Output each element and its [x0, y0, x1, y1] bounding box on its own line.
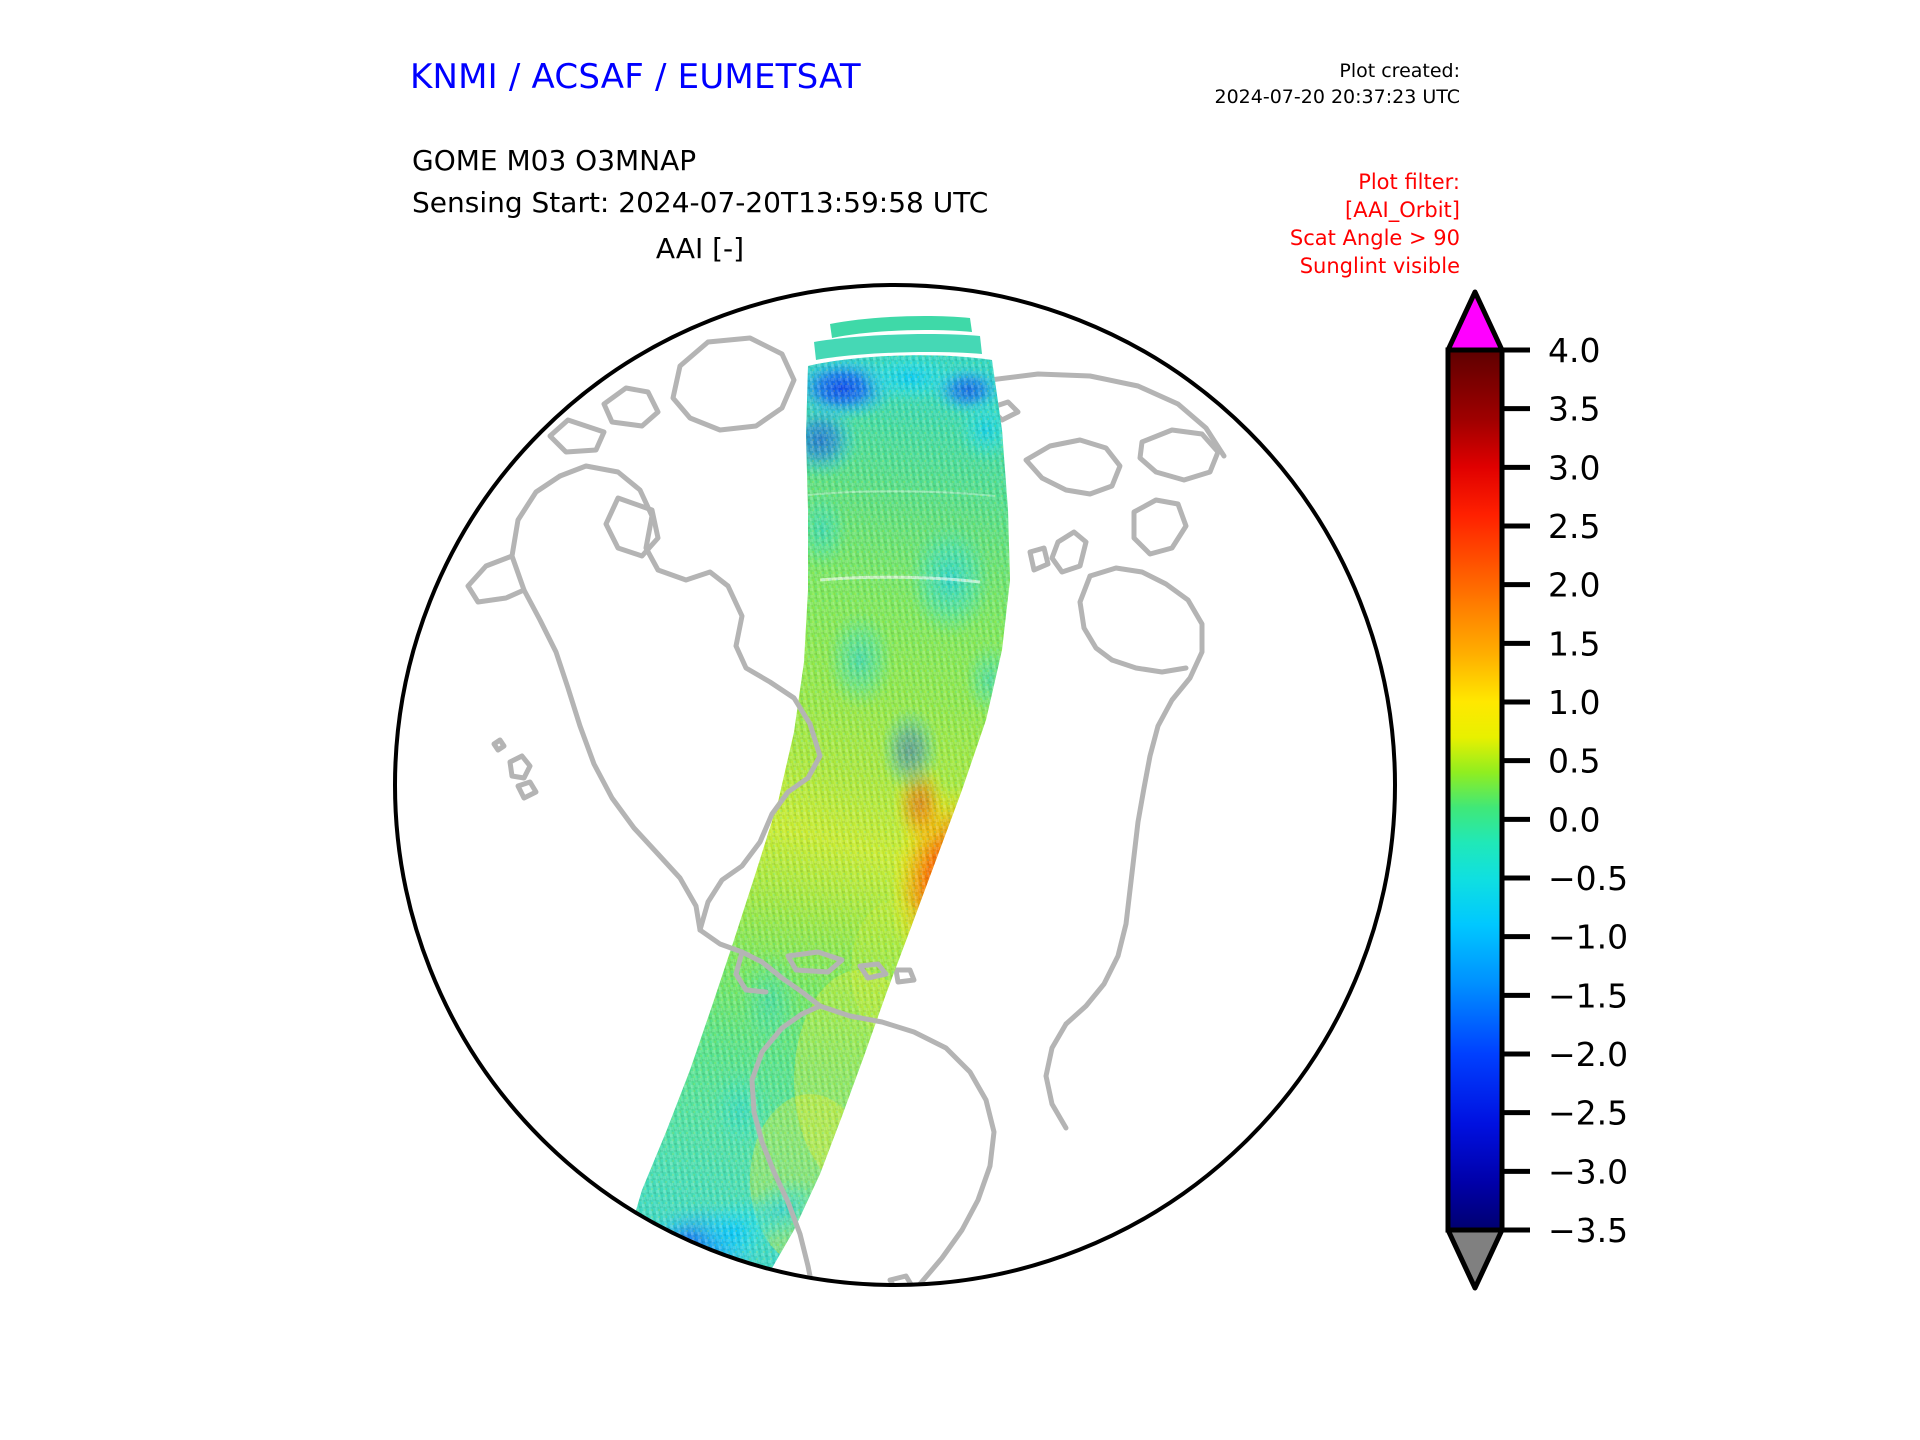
colorbar-tick-label: 0.0	[1548, 800, 1600, 839]
colorbar-tick-label: −1.0	[1548, 918, 1628, 957]
map-canvas	[393, 283, 1397, 1287]
colorbar-ticks	[1502, 347, 1530, 1233]
colorbar-tick-label: −2.5	[1548, 1094, 1628, 1133]
colorbar-tick-label: −2.0	[1548, 1035, 1628, 1074]
sensing-start: Sensing Start: 2024-07-20T13:59:58 UTC	[412, 186, 989, 219]
colorbar-over-arrow	[1445, 289, 1505, 353]
globe-map	[390, 280, 1400, 1290]
swath-north-rows	[814, 316, 982, 360]
colorbar-tick-labels: 4.0 3.5 3.0 2.5 2.0 1.5 1.0 0.5 0.0 −0.5 −1.0 −1.5 −…	[1548, 331, 1628, 1250]
product-info-block: GOME M03 O3MNAP Sensing Start: 2024-07-2…	[412, 140, 988, 224]
organisation-header: KNMI / ACSAF / EUMETSAT	[410, 57, 861, 97]
plot-created-block: Plot created: 2024-07-20 20:37:23 UTC	[1080, 58, 1461, 110]
colorbar-tick-label: −1.5	[1548, 976, 1628, 1015]
colorbar-tick-label: 3.5	[1548, 390, 1600, 429]
colorbar-tick-label: 0.5	[1548, 742, 1600, 781]
plot-filter-title: Plot filter:	[1358, 170, 1460, 194]
colorbar-tick-label: 3.0	[1548, 448, 1600, 487]
colorbar-tick-label: 2.5	[1548, 507, 1600, 546]
colorbar-gradient	[1445, 347, 1505, 1233]
colorbar-tick-label: 1.5	[1548, 624, 1600, 663]
colorbar-tick-label: −3.0	[1548, 1152, 1628, 1191]
plot-created-timestamp: 2024-07-20 20:37:23 UTC	[1214, 86, 1461, 108]
plot-filter-block: Plot filter: [AAI_Orbit] Scat Angle > 90…	[1120, 168, 1460, 280]
colorbar-canvas: 4.0 3.5 3.0 2.5 2.0 1.5 1.0 0.5 0.0 −0.5 −1.0 −1.5 −…	[1445, 289, 1628, 1291]
colorbar: 4.0 3.5 3.0 2.5 2.0 1.5 1.0 0.5 0.0 −0.5 −1.0 −1.5 −…	[1430, 280, 1850, 1300]
colorbar-tick-label: 4.0	[1548, 331, 1600, 370]
plot-filter-line-2: Scat Angle > 90	[1289, 226, 1460, 250]
page-title: AAI [-]	[655, 232, 745, 265]
plot-filter-line-1: [AAI_Orbit]	[1345, 198, 1460, 222]
plot-created-label: Plot created:	[1339, 60, 1460, 82]
colorbar-tick-label: 2.0	[1548, 566, 1600, 605]
colorbar-tick-label: −0.5	[1548, 859, 1628, 898]
plot-filter-line-3: Sunglint visible	[1299, 254, 1460, 278]
colorbar-tick-label: 1.0	[1548, 683, 1600, 722]
colorbar-under-arrow	[1445, 1227, 1505, 1291]
product-name: GOME M03 O3MNAP	[412, 144, 697, 177]
colorbar-tick-label: −3.5	[1548, 1211, 1628, 1250]
globe-outline	[393, 283, 1397, 1287]
